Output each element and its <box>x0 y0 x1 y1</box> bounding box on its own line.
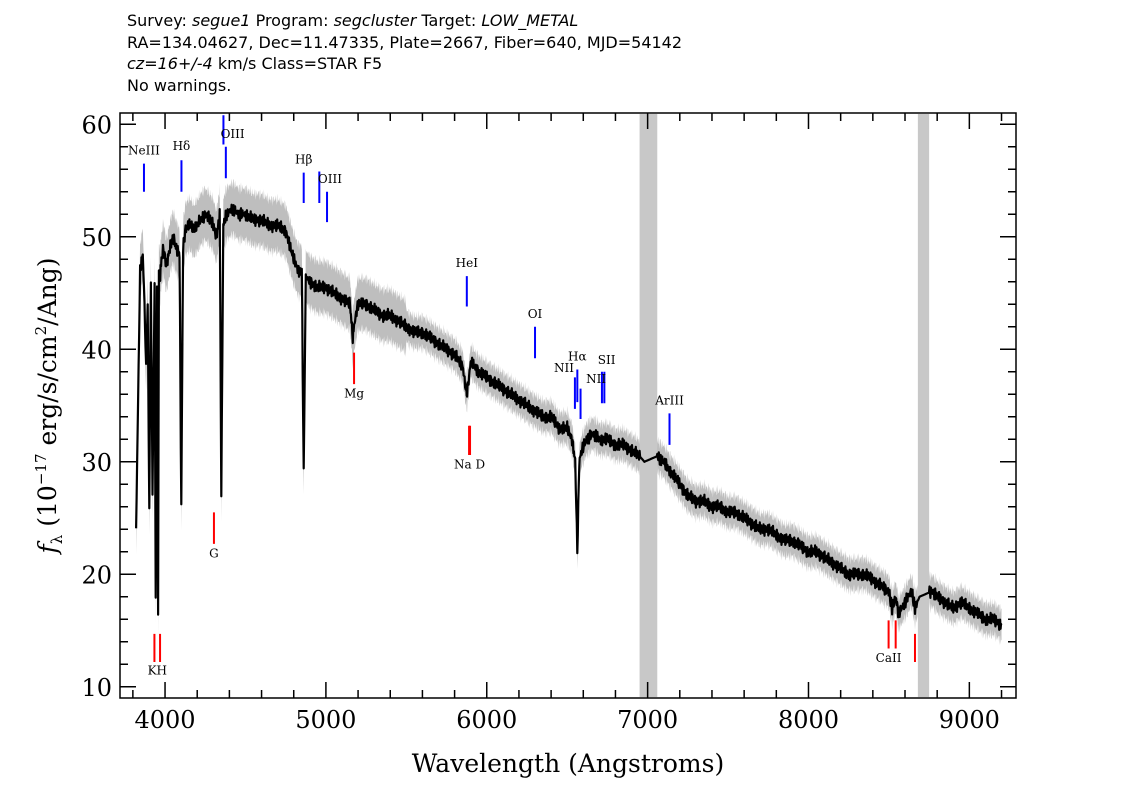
header-position-line: RA=134.04627, Dec=11.47335, Plate=2667, … <box>127 32 683 52</box>
program-value: segcluster <box>333 11 417 30</box>
x-axis-title: Wavelength (Angstroms) <box>412 749 724 778</box>
y-tick-label: 20 <box>81 561 112 589</box>
x-tick-label: 8000 <box>778 706 839 734</box>
y-axis-subscript: λ <box>48 534 66 544</box>
absorption-line-label: KH <box>148 663 167 677</box>
flux-error-band <box>136 178 1002 646</box>
y-axis-units-end: /Ang) <box>33 257 62 325</box>
emission-line-label: NeIII <box>128 144 160 158</box>
emission-line-label: Hβ <box>295 153 312 167</box>
x-tick-label: 6000 <box>456 706 517 734</box>
header-cz-line: cz=16+/-4 km/s Class=STAR F5 <box>127 53 682 75</box>
y-axis-open: (10 <box>33 485 62 527</box>
emission-line-label: NII <box>554 361 574 375</box>
masked-region-band <box>639 114 658 697</box>
y-axis-symbol: f <box>33 541 62 556</box>
spectral-line-labels: NeIII HδOIIIHβOIIIHeIOINIIHαNIISIIArIIIKH… <box>128 127 902 678</box>
y-tick-label: 60 <box>81 111 112 139</box>
x-tick-label: 5000 <box>295 706 356 734</box>
y-axis-exponent-2: 2 <box>32 326 50 336</box>
y-tick-label: 30 <box>81 449 112 477</box>
flux-series-line <box>135 203 1003 631</box>
cz-class-text: km/s Class=STAR F5 <box>217 54 383 73</box>
y-tick-labels: 10 20 30 40 50 60 <box>81 111 112 702</box>
header-survey-line: Survey: segue1 Program: segcluster Targe… <box>127 10 682 32</box>
y-tick-label: 40 <box>81 336 112 364</box>
emission-line-label: ArIII <box>654 393 684 407</box>
header-warnings-line: No warnings. <box>127 75 232 95</box>
x-tick-labels: 4000 5000 6000 7000 8000 9000 <box>135 706 1000 734</box>
y-axis-title: fλ (10−17 erg/s/cm2/Ang) <box>32 257 66 555</box>
spectrum-header: Survey: segue1 Program: segcluster Targe… <box>127 10 682 96</box>
y-axis-units: erg/s/cm <box>33 335 62 445</box>
emission-line-label: Hα <box>568 350 587 364</box>
cz-value: cz=16+/-4 <box>127 54 213 73</box>
emission-line-label: Hδ <box>173 139 191 153</box>
masked-region-band <box>917 114 930 697</box>
x-tick-label: 7000 <box>617 706 678 734</box>
absorption-line-label: Na D <box>454 458 485 472</box>
program-label: Program: <box>255 11 329 30</box>
x-tick-label: 4000 <box>135 706 196 734</box>
y-axis-exponent: −17 <box>32 454 50 486</box>
absorption-line-label: Mg <box>344 387 364 401</box>
absorption-line-label: G <box>209 546 219 560</box>
emission-line-label: NII <box>586 372 606 386</box>
axis-ticks <box>120 113 1016 698</box>
plot-frame <box>119 112 1017 699</box>
survey-label: Survey: <box>127 11 187 30</box>
masked-regions <box>639 114 930 697</box>
target-value: LOW_METAL <box>481 11 579 30</box>
y-tick-label: 50 <box>81 224 112 252</box>
y-tick-label: 10 <box>81 674 112 702</box>
x-tick-label: 9000 <box>939 706 1000 734</box>
absorption-line-label: CaII <box>876 651 902 665</box>
emission-line-label: OI <box>528 307 543 321</box>
emission-line-label: SII <box>598 353 616 367</box>
spectral-line-markers <box>142 115 916 662</box>
emission-line-label: HeI <box>456 256 479 270</box>
survey-value: segue1 <box>191 11 251 30</box>
emission-line-label: OIII <box>221 127 245 141</box>
emission-line-label: OIII <box>318 172 342 186</box>
target-label: Target: <box>421 11 477 30</box>
